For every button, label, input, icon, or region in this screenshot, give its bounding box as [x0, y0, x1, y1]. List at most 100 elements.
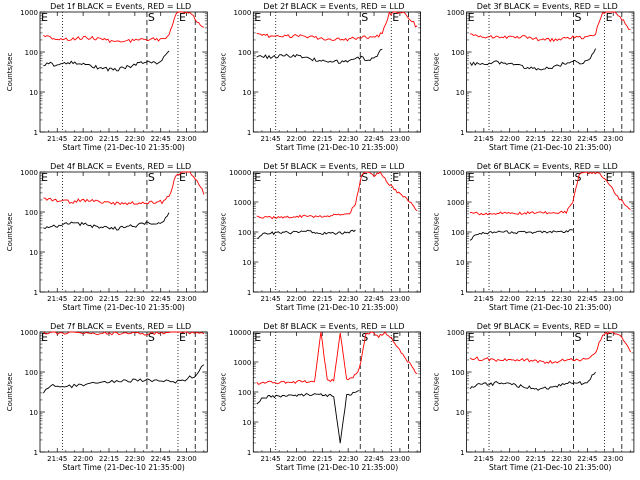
- panel-title: Det 4f BLACK = Events, RED = LLD: [50, 162, 191, 171]
- y-tick-label: 1000: [233, 359, 251, 367]
- y-tick-label: 1: [460, 129, 464, 137]
- detector-panel-6: Det 6f BLACK = Events, RED = LLD 1 10 100 10…: [433, 162, 635, 312]
- y-tick-label: 100: [25, 209, 38, 217]
- event-marker-label: E: [41, 331, 48, 344]
- y-axis-label: Counts/sec: [219, 373, 227, 412]
- x-tick-label: 22:45: [364, 135, 384, 143]
- event-marker-label: E: [468, 171, 475, 184]
- events-rate-line: [256, 390, 360, 444]
- lld-rate-line: [256, 331, 418, 385]
- x-axis-label: Start Time (21-Dec-10 21:35:00): [489, 143, 611, 152]
- y-tick-label: 10: [456, 409, 465, 417]
- detector-panel-1: Det 1f BLACK = Events, RED = LLD 1 10 100 10…: [6, 2, 208, 152]
- detector-panel-4: Det 4f BLACK = Events, RED = LLD 1 10 100 10…: [6, 162, 208, 312]
- x-axis-label: Start Time (21-Dec-10 21:35:00): [276, 303, 398, 312]
- detector-panel-7: Det 7f BLACK = Events, RED = LLD 1 10 100 10…: [6, 322, 208, 472]
- x-tick-label: 22:15: [99, 135, 119, 143]
- x-tick-label: 22:45: [151, 455, 171, 463]
- event-marker-label: E: [254, 171, 261, 184]
- event-marker-label: E: [179, 11, 186, 24]
- x-tick-label: 23:00: [390, 135, 410, 143]
- y-axis-label: Counts/sec: [6, 213, 14, 252]
- events-rate-line: [43, 50, 170, 72]
- detector-panel-3: Det 3f BLACK = Events, RED = LLD 1 10 100 10…: [433, 2, 635, 152]
- x-tick-label: 23:00: [177, 455, 197, 463]
- x-tick-label: 22:30: [125, 135, 145, 143]
- y-tick-label: 100: [451, 229, 464, 237]
- x-tick-label: 22:45: [151, 295, 171, 303]
- x-tick-label: 22:45: [151, 135, 171, 143]
- x-tick-label: 22:00: [500, 135, 520, 143]
- x-tick-label: 22:15: [312, 135, 332, 143]
- panel-title: Det 7f BLACK = Events, RED = LLD: [50, 322, 191, 331]
- y-tick-label: 10: [242, 259, 251, 267]
- x-tick-label: 22:15: [99, 455, 119, 463]
- x-axis-label: Start Time (21-Dec-10 21:35:00): [489, 463, 611, 472]
- event-marker-label: E: [392, 171, 399, 184]
- event-marker-label: E: [179, 171, 186, 184]
- event-marker-label: E: [254, 11, 261, 24]
- x-tick-label: 21:45: [47, 135, 67, 143]
- x-tick-label: 22:00: [286, 135, 306, 143]
- panel-title: Det 6f BLACK = Events, RED = LLD: [477, 162, 618, 171]
- x-tick-label: 22:45: [577, 295, 597, 303]
- y-axis-label: Counts/sec: [6, 53, 14, 92]
- x-tick-label: 21:45: [474, 295, 494, 303]
- x-tick-label: 22:15: [525, 455, 545, 463]
- events-rate-line: [256, 48, 383, 64]
- events-rate-line: [469, 371, 596, 391]
- x-axis-label: Start Time (21-Dec-10 21:35:00): [276, 463, 398, 472]
- x-tick-label: 22:30: [551, 135, 571, 143]
- y-tick-label: 1: [34, 449, 38, 457]
- event-marker-label: E: [468, 11, 475, 24]
- events-rate-line: [256, 229, 356, 239]
- event-marker-label: S: [148, 171, 155, 184]
- y-tick-label: 100: [25, 369, 38, 377]
- y-tick-label: 10: [456, 259, 465, 267]
- x-tick-label: 21:45: [474, 135, 494, 143]
- y-tick-label: 100: [238, 49, 251, 57]
- events-rate-line: [469, 229, 573, 241]
- event-marker-label: E: [468, 331, 475, 344]
- lld-rate-line: [469, 331, 631, 365]
- event-marker-label: S: [148, 331, 155, 344]
- x-tick-label: 23:00: [603, 135, 623, 143]
- x-tick-label: 21:45: [260, 295, 280, 303]
- x-tick-label: 23:00: [177, 135, 197, 143]
- y-tick-label: 10000: [442, 169, 464, 177]
- events-rate-line: [469, 48, 597, 71]
- lld-rate-line: [43, 171, 205, 206]
- lld-rate-line: [256, 171, 418, 220]
- x-tick-label: 22:00: [73, 135, 93, 143]
- y-axis-label: Counts/sec: [219, 213, 227, 252]
- x-axis-label: Start Time (21-Dec-10 21:35:00): [62, 143, 184, 152]
- y-tick-label: 1000: [233, 199, 251, 207]
- x-tick-label: 22:30: [338, 455, 358, 463]
- event-marker-label: S: [575, 331, 582, 344]
- event-marker-label: E: [41, 171, 48, 184]
- x-tick-label: 22:30: [338, 295, 358, 303]
- x-tick-label: 22:45: [577, 455, 597, 463]
- event-marker-label: S: [148, 11, 155, 24]
- y-tick-label: 10: [242, 419, 251, 427]
- y-tick-label: 1000: [233, 9, 251, 17]
- plot-frame: [252, 11, 422, 133]
- event-marker-label: E: [179, 331, 186, 344]
- lld-rate-line: [469, 171, 631, 216]
- detector-panel-5: Det 5f BLACK = Events, RED = LLD 1 10 100 10…: [219, 162, 422, 312]
- y-tick-label: 1: [247, 129, 251, 137]
- event-marker-label: E: [41, 11, 48, 24]
- x-tick-label: 21:45: [474, 455, 494, 463]
- y-tick-label: 1: [247, 289, 251, 297]
- x-tick-label: 22:30: [551, 455, 571, 463]
- x-tick-label: 22:15: [525, 295, 545, 303]
- events-rate-line: [43, 364, 205, 394]
- lld-rate-line: [43, 331, 205, 336]
- y-tick-label: 10000: [229, 169, 251, 177]
- x-tick-label: 21:45: [260, 455, 280, 463]
- x-tick-label: 22:00: [500, 455, 520, 463]
- x-tick-label: 23:00: [390, 455, 410, 463]
- y-axis-label: Counts/sec: [433, 373, 441, 412]
- y-tick-label: 10: [29, 409, 38, 417]
